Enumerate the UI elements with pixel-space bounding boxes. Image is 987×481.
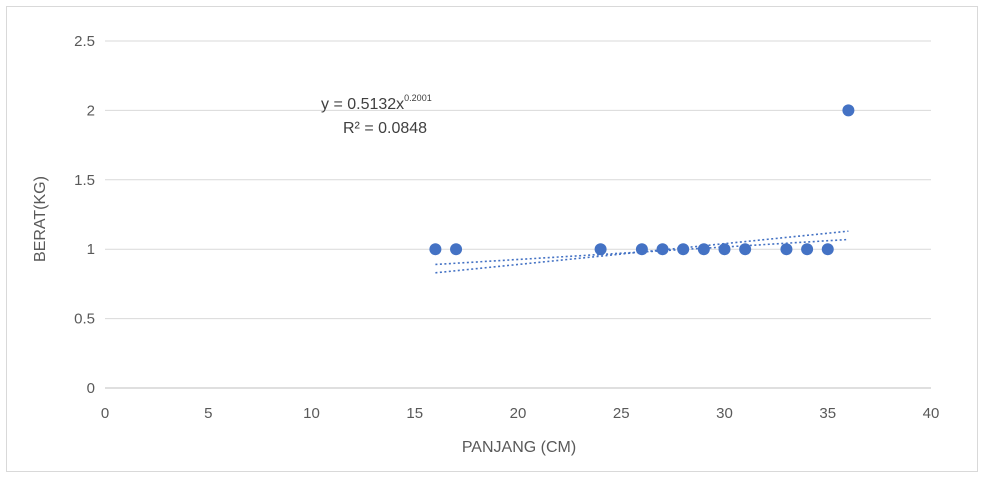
x-tick-label: 35 — [819, 405, 836, 422]
data-point — [801, 243, 814, 256]
x-axis-ticks: 0 5 10 15 20 25 30 35 40 — [101, 405, 940, 422]
x-tick-label: 25 — [613, 405, 630, 422]
data-point — [780, 243, 793, 256]
data-points — [429, 104, 855, 256]
y-tick-label: 1 — [87, 241, 95, 258]
data-point — [697, 243, 710, 256]
x-tick-label: 10 — [303, 405, 320, 422]
data-point — [429, 243, 442, 256]
trendline-power — [435, 238, 849, 266]
gridlines — [105, 40, 931, 389]
y-tick-label: 2.5 — [74, 33, 95, 50]
y-tick-label: 0.5 — [74, 311, 95, 328]
x-tick-label: 5 — [204, 405, 212, 422]
data-point — [739, 243, 752, 256]
data-point — [677, 243, 690, 256]
r-squared-label: R² = 0.0848 — [343, 120, 427, 137]
trendline-equation: y = 0.5132x0.2001 — [321, 93, 432, 113]
x-axis-title: PANJANG (CM) — [462, 439, 576, 456]
data-point — [594, 243, 607, 256]
data-point — [450, 243, 463, 256]
data-point — [718, 243, 731, 256]
data-point — [635, 243, 648, 256]
x-tick-label: 15 — [406, 405, 423, 422]
y-tick-label: 2 — [87, 102, 95, 119]
y-axis-title: BERAT(KG) — [32, 176, 49, 262]
x-tick-label: 0 — [101, 405, 109, 422]
x-tick-label: 20 — [510, 405, 527, 422]
y-tick-label: 0 — [87, 380, 95, 397]
data-point — [842, 104, 855, 117]
x-tick-label: 30 — [716, 405, 733, 422]
scatter-chart: 0 0.5 1 1.5 2 2.5 0 5 10 15 20 25 30 35 40 y = 0.5132… — [32, 33, 940, 456]
data-point — [656, 243, 669, 256]
y-axis-ticks: 0 0.5 1 1.5 2 2.5 — [74, 33, 95, 397]
chart-frame: 0 0.5 1 1.5 2 2.5 0 5 10 15 20 25 30 35 40 y = 0.5132… — [6, 6, 978, 472]
x-tick-label: 40 — [923, 405, 940, 422]
y-tick-label: 1.5 — [74, 172, 95, 189]
data-point — [821, 243, 834, 256]
